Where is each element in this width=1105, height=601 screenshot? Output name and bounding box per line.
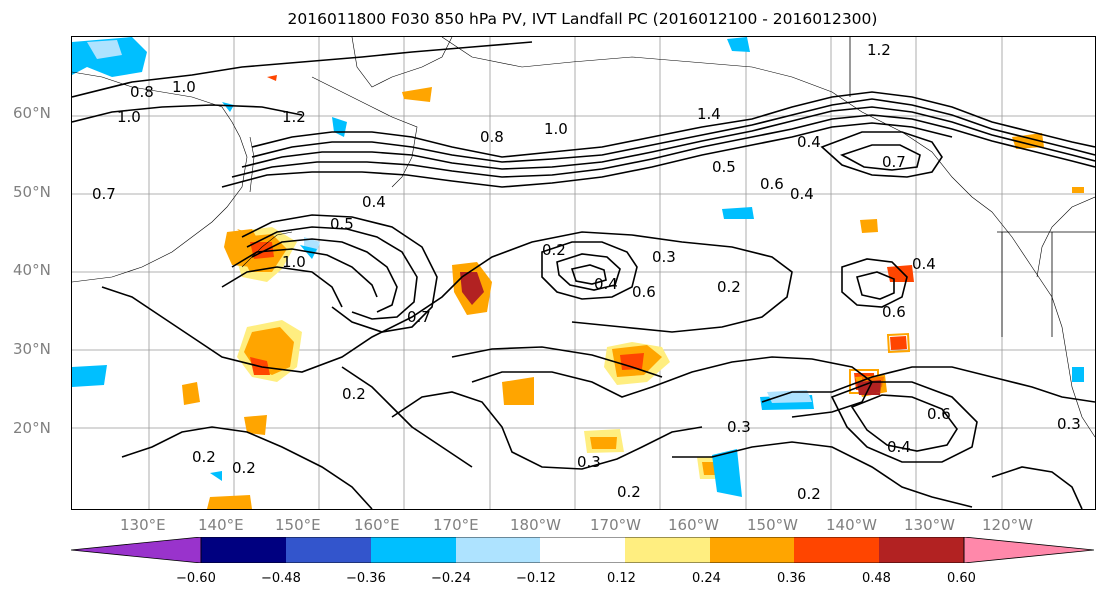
contour-label: 1.2	[867, 41, 891, 59]
contour-label: 0.6	[760, 175, 784, 193]
contour-label: 0.7	[882, 153, 906, 171]
lat-label: 20°N	[13, 419, 51, 437]
contour-label: 0.6	[882, 303, 906, 321]
contour-label: 0.2	[542, 241, 566, 259]
contour-label: 0.2	[717, 278, 741, 296]
contour-label: 1.0	[282, 253, 306, 271]
lon-label: 140°W	[826, 516, 877, 534]
pv-shading	[72, 37, 1084, 509]
chart-title: 2016011800 F030 850 hPa PV, IVT Landfall…	[287, 10, 878, 28]
lon-label: 160°E	[354, 516, 400, 534]
colorbar-segment	[71, 537, 202, 563]
contour-label: 1.0	[172, 78, 196, 96]
contour-label: 0.2	[192, 448, 216, 466]
contour-label: 0.2	[232, 459, 256, 477]
colorbar-segment	[540, 537, 625, 563]
colorbar-segment	[286, 537, 371, 563]
colorbar-segment	[371, 537, 456, 563]
colorbar-segment	[963, 537, 1094, 563]
contour-label: 0.7	[92, 185, 116, 203]
lon-label: 130°E	[120, 516, 166, 534]
contour-label: 0.4	[790, 185, 814, 203]
contour-label: 0.5	[330, 215, 354, 233]
lat-label: 50°N	[13, 183, 51, 201]
colorbar-tick: 0.48	[862, 571, 891, 586]
colorbar-tick: −0.36	[346, 571, 386, 586]
lat-label: 30°N	[13, 340, 51, 358]
colorbar-tick: −0.48	[261, 571, 301, 586]
contour-label: 0.5	[712, 158, 736, 176]
map-canvas: 1.0 0.8 1.0 1.2 0.7 0.5 0.4 0.2 0.3 0.6 …	[72, 37, 1095, 509]
map-panel: 1.0 0.8 1.0 1.2 0.7 0.5 0.4 0.2 0.3 0.6 …	[71, 36, 1096, 510]
contour-label: 0.6	[632, 283, 656, 301]
lat-label: 60°N	[13, 104, 51, 122]
contour-label: 0.8	[130, 83, 154, 101]
colorbar-segment	[794, 537, 879, 563]
colorbar-tick: −0.60	[176, 571, 216, 586]
lon-label: 130°W	[904, 516, 955, 534]
graticule	[72, 37, 1095, 509]
contour-label: 0.3	[727, 418, 751, 436]
contour-label: 0.4	[912, 255, 936, 273]
colorbar-segment	[456, 537, 540, 563]
pv-contours	[72, 41, 1095, 509]
colorbar-tick: −0.12	[516, 571, 556, 586]
contour-labels: 1.0 0.8 1.0 1.2 0.7 0.5 0.4 0.2 0.3 0.6 …	[92, 41, 1081, 503]
lon-label: 170°E	[433, 516, 479, 534]
colorbar-segment	[879, 537, 964, 563]
contour-label: 1.2	[282, 108, 306, 126]
colorbar-segment	[710, 537, 794, 563]
contour-label: 0.3	[1057, 415, 1081, 433]
lon-label: 150°W	[747, 516, 798, 534]
colorbar-tick: 0.12	[607, 571, 636, 586]
coastlines	[72, 37, 1095, 438]
colorbar-tick: −0.24	[431, 571, 471, 586]
lat-label: 40°N	[13, 261, 51, 279]
colorbar-segment	[201, 537, 286, 563]
colorbar-tick: 0.36	[777, 571, 806, 586]
lon-label: 140°E	[198, 516, 244, 534]
contour-label: 0.2	[342, 385, 366, 403]
colorbar-segment	[625, 537, 710, 563]
contour-label: 0.2	[617, 483, 641, 501]
contour-label: 1.4	[697, 105, 721, 123]
contour-label: 0.4	[797, 133, 821, 151]
contour-label: 0.8	[480, 128, 504, 146]
colorbar-tick: 0.24	[692, 571, 721, 586]
contour-label: 0.2	[797, 485, 821, 503]
political-borders	[849, 37, 1095, 337]
lon-label: 170°W	[590, 516, 641, 534]
contour-label: 0.4	[887, 438, 911, 456]
lon-label: 150°E	[275, 516, 321, 534]
colorbar	[71, 537, 1094, 563]
contour-label: 0.6	[927, 405, 951, 423]
lon-label: 160°W	[668, 516, 719, 534]
contour-label: 0.3	[652, 248, 676, 266]
contour-label: 0.3	[577, 453, 601, 471]
contour-label: 1.0	[117, 108, 141, 126]
contour-label: 0.7	[407, 308, 431, 326]
colorbar-tick: 0.60	[947, 571, 976, 586]
lon-label: 180°W	[510, 516, 561, 534]
contour-label: 1.0	[544, 120, 568, 138]
contour-label: 0.4	[362, 193, 386, 211]
contour-label: 0.4	[594, 275, 618, 293]
lon-label: 120°W	[982, 516, 1033, 534]
